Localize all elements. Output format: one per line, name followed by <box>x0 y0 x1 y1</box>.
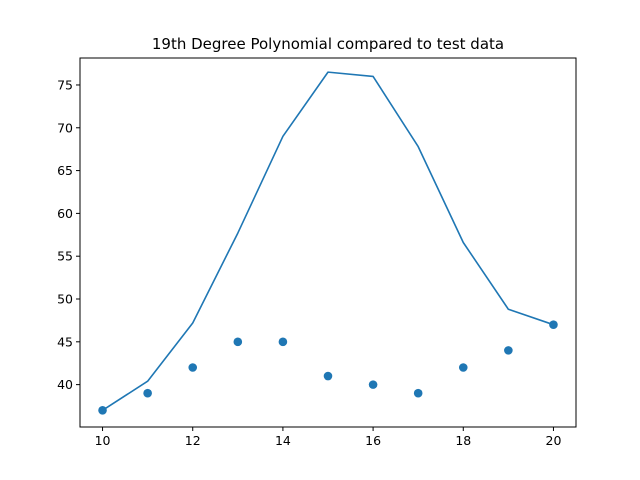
test-data-point <box>413 388 423 398</box>
test-data-point <box>188 363 198 372</box>
test-data-point <box>278 337 288 347</box>
x-tick-label: 10 <box>95 433 111 448</box>
y-tick-label: 50 <box>57 292 73 307</box>
test-data-point <box>368 380 378 389</box>
y-tick-label: 60 <box>57 206 73 221</box>
test-data-point <box>504 346 513 355</box>
y-tick-label: 45 <box>57 334 73 349</box>
test-data-point <box>233 337 243 347</box>
y-tick-label: 65 <box>57 163 73 178</box>
x-tick-label: 18 <box>455 433 471 448</box>
x-tick-label: 20 <box>546 433 562 448</box>
plot-area <box>98 71 558 415</box>
test-data-point <box>98 406 107 415</box>
x-tick-label: 14 <box>275 433 291 448</box>
x-tick-label: 16 <box>365 433 381 448</box>
y-tick-label: 75 <box>57 77 73 92</box>
y-axis: 40 45 50 55 60 65 70 75 <box>57 77 80 392</box>
y-tick-label: 55 <box>57 249 73 264</box>
x-axis: 10 12 14 16 18 20 <box>95 427 562 448</box>
test-data-point <box>458 363 468 372</box>
x-tick-label: 12 <box>185 433 201 448</box>
polynomial-line <box>102 71 554 411</box>
test-data-point <box>143 388 152 398</box>
chart-title: 19th Degree Polynomial compared to test … <box>152 35 504 53</box>
test-data-point <box>549 320 558 329</box>
test-data-point <box>323 371 333 381</box>
y-tick-label: 40 <box>57 377 73 392</box>
axes-frame <box>79 57 577 428</box>
y-tick-label: 70 <box>57 120 73 135</box>
